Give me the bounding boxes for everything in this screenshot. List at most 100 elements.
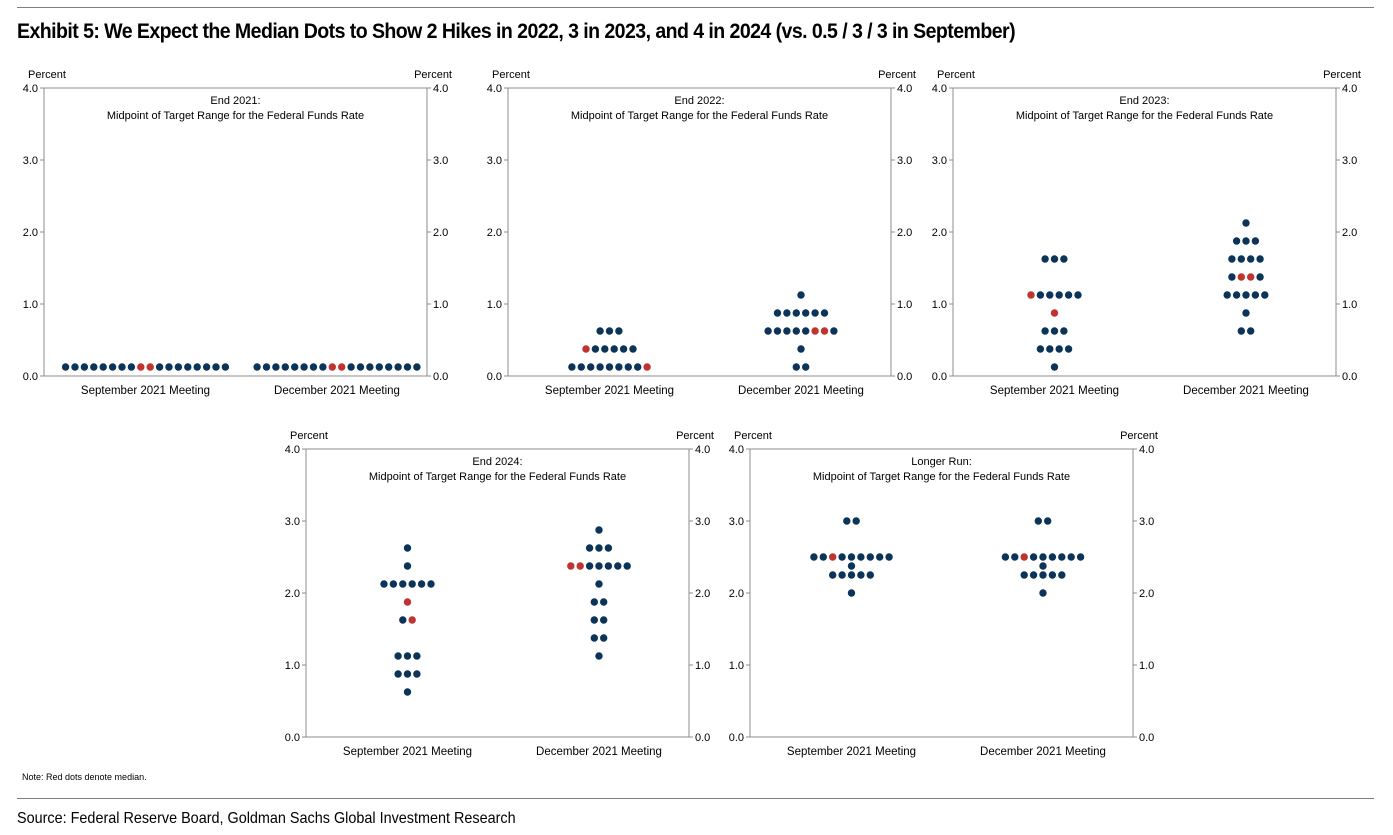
participant-dot (595, 652, 603, 660)
right-axis-label: Percent (414, 69, 452, 81)
participant-dot (633, 363, 642, 371)
panel-title-line: End 2024: (472, 456, 522, 468)
participant-dot (403, 562, 412, 570)
participant-dot (1055, 345, 1063, 353)
participant-dot (852, 517, 860, 525)
participant-dot (1001, 553, 1010, 561)
participant-dot (811, 309, 819, 317)
median-dot (328, 363, 336, 371)
participant-dot (847, 589, 856, 597)
left-tick-label: 0.0 (23, 371, 38, 383)
left-tick-label: 4.0 (23, 83, 38, 95)
median-dot (1050, 309, 1059, 317)
left-axis-label: Percent (734, 430, 772, 442)
participant-dot (847, 562, 856, 570)
right-tick-label: 2.0 (1342, 227, 1357, 239)
participant-dot (801, 309, 810, 317)
participant-dot (399, 616, 407, 624)
participant-dot (1050, 363, 1059, 371)
panel-title-line: Midpoint of Target Range for the Federal… (813, 471, 1070, 483)
median-dot (337, 363, 346, 371)
participant-dot (601, 345, 609, 353)
category-label: December 2021 Meeting (738, 385, 864, 397)
participant-dot (585, 562, 594, 570)
participant-dot (1251, 291, 1260, 299)
median-dot (1027, 291, 1035, 299)
participant-dot (290, 363, 299, 371)
participant-dot (1237, 327, 1245, 335)
participant-dot (838, 553, 846, 561)
participant-dot (394, 363, 402, 371)
participant-dot (847, 553, 856, 561)
left-tick-label: 2.0 (285, 588, 300, 600)
participant-dot (819, 553, 827, 561)
participant-dot (764, 327, 772, 335)
right-tick-label: 2.0 (433, 227, 448, 239)
median-dot (1020, 553, 1028, 561)
participant-dot (90, 363, 98, 371)
participant-dot (773, 327, 782, 335)
participant-dot (1041, 255, 1049, 263)
participant-dot (875, 553, 884, 561)
participant-dot (857, 553, 865, 561)
left-tick-label: 4.0 (285, 444, 300, 456)
participant-dot (599, 634, 608, 642)
participant-dot (1232, 237, 1241, 245)
participant-dot (413, 652, 421, 660)
participant-dot (595, 580, 603, 588)
participant-dot (1242, 309, 1250, 317)
participant-dot (380, 580, 388, 588)
participant-dot (1046, 345, 1054, 353)
median-dot (146, 363, 154, 371)
right-tick-label: 3.0 (897, 155, 912, 167)
median-dot (403, 598, 412, 606)
participant-dot (1060, 255, 1068, 263)
participant-dot (820, 309, 829, 317)
participant-dot (1242, 219, 1250, 227)
participant-dot (319, 363, 327, 371)
participant-dot (221, 363, 230, 371)
category-label: September 2021 Meeting (81, 385, 210, 397)
left-tick-label: 1.0 (23, 299, 38, 311)
category-label: December 2021 Meeting (536, 746, 662, 758)
left-axis-label: Percent (28, 69, 66, 81)
participant-dot (1048, 571, 1057, 579)
left-tick-label: 1.0 (932, 299, 947, 311)
participant-dot (80, 363, 89, 371)
participant-dot (568, 363, 576, 371)
participant-dot (408, 580, 416, 588)
right-tick-label: 0.0 (1139, 732, 1154, 744)
participant-dot (624, 363, 632, 371)
participant-dot (801, 363, 810, 371)
participant-dot (866, 553, 874, 561)
right-tick-label: 2.0 (695, 588, 710, 600)
right-tick-label: 4.0 (897, 83, 912, 95)
participant-dot (1242, 291, 1250, 299)
left-tick-label: 3.0 (23, 155, 38, 167)
participant-dot (1036, 291, 1045, 299)
participant-dot (615, 363, 623, 371)
participant-dot (1041, 327, 1049, 335)
median-dot (643, 363, 651, 371)
right-tick-label: 1.0 (1139, 660, 1154, 672)
right-tick-label: 3.0 (1342, 155, 1357, 167)
participant-dot (1228, 273, 1236, 281)
plot-frame (749, 448, 1134, 738)
participant-dot (1036, 345, 1045, 353)
participant-dot (610, 345, 618, 353)
participant-dot (1064, 345, 1073, 353)
left-tick-label: 0.0 (932, 371, 947, 383)
participant-dot (253, 363, 261, 371)
participant-dot (885, 553, 893, 561)
left-tick-label: 2.0 (729, 588, 744, 600)
right-tick-label: 2.0 (1139, 588, 1154, 600)
participant-dot (604, 562, 613, 570)
left-axis-label: Percent (290, 430, 328, 442)
median-dot (567, 562, 575, 570)
participant-dot (586, 363, 595, 371)
category-label: September 2021 Meeting (343, 746, 472, 758)
median-dot (828, 553, 837, 561)
category-label: December 2021 Meeting (980, 746, 1106, 758)
participant-dot (596, 327, 604, 335)
